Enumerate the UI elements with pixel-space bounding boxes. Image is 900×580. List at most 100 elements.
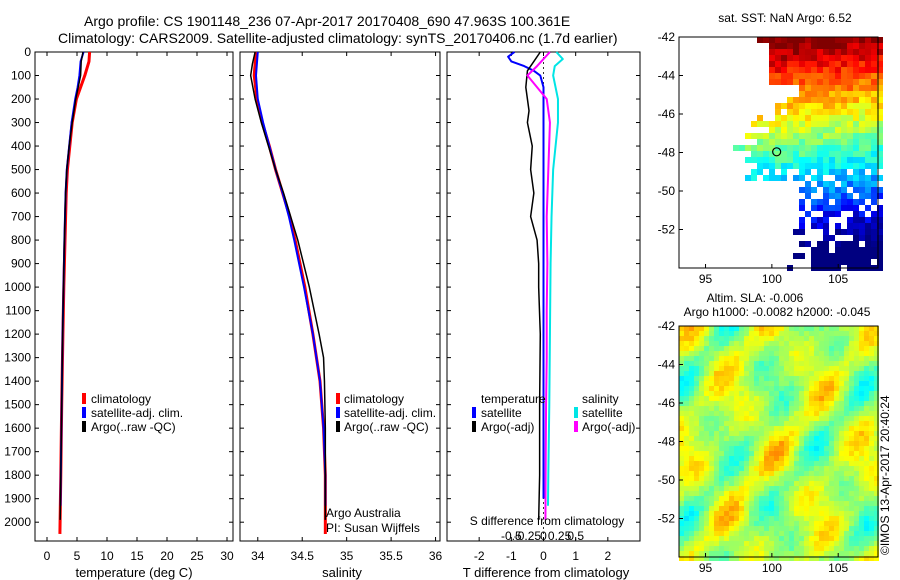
temp-legend-label-satellite: satellite-adj. clim.	[91, 406, 183, 420]
difference-profile-series-t-argo-adj-	[525, 51, 542, 520]
sst-map-ytick-label: -42	[658, 30, 676, 44]
difference-profile-stick-label: 0.25	[548, 529, 572, 543]
difference-profile-xtick-label: 1	[572, 549, 579, 563]
diff-legend-temperature-title: temperature	[481, 392, 546, 406]
diff-legend-label-s-argo: Argo(-adj)	[582, 420, 635, 434]
temperature-profile-ytick-label: 900	[11, 257, 31, 271]
temperature-profile-ytick-label: 1100	[5, 304, 31, 318]
sla-map-ytick-label: -52	[658, 512, 676, 526]
sst-map-xtick-label: 100	[762, 272, 782, 286]
sal-legend: climatology satellite-adj. clim. Argo(..…	[336, 392, 436, 434]
diff-legend: temperature salinity satellite Argo(-adj…	[472, 392, 635, 434]
temperature-profile-xtick-label: 5	[74, 549, 81, 563]
sst-map-xtick-label: 95	[699, 272, 713, 286]
difference-profile-stick-label: 0	[540, 529, 547, 543]
title-line-2: Climatology: CARS2009. Satellite-adjuste…	[58, 30, 618, 46]
temp-legend-swatch-climatology	[82, 393, 86, 404]
sal-annotation-1: Argo Australia	[326, 506, 401, 520]
temperature-profile-frame	[34, 51, 234, 542]
sst-map-ytick-label: -44	[658, 69, 676, 83]
temperature-profile-ytick-label: 700	[11, 210, 31, 224]
temperature-profile-xtick-label: 30	[220, 549, 234, 563]
sla-map-title-1: Altim. SLA: -0.006	[707, 291, 804, 305]
temperature-profile-ytick-label: 1000	[4, 280, 31, 294]
diff-legend-label-t-satellite: satellite	[481, 406, 522, 420]
temperature-profile-ytick-label: 1300	[4, 351, 31, 365]
difference-profile-xtick-label: -2	[474, 549, 485, 563]
temp-xlabel: temperature (deg C)	[75, 565, 192, 580]
sla-map-xtick-label: 105	[828, 561, 848, 575]
sst-map-ytick-label: -46	[658, 107, 676, 121]
difference-profile-xtick-label: 0	[540, 549, 547, 563]
temp-legend: climatology satellite-adj. clim. Argo(..…	[82, 392, 183, 434]
difference-profile-stick-label: 0.5	[567, 529, 584, 543]
sal-legend-label-argo: Argo(..raw -QC)	[344, 420, 429, 434]
temperature-profile-xtick-label: 20	[160, 549, 174, 563]
difference-profile-xtick-label: -1	[506, 549, 517, 563]
sla-map-panel: 95 100 105 -42 -44 -46 -48 -50 -52	[658, 319, 879, 575]
temp-legend-label-climatology: climatology	[91, 392, 151, 406]
difference-profile-stick-label: -0.25	[514, 529, 542, 543]
sla-map-title-2: Argo h1000: -0.0082 h2000: -0.045	[684, 305, 871, 319]
temperature-profile-xtick-label: 25	[190, 549, 204, 563]
sal-legend-label-climatology: climatology	[344, 392, 404, 406]
temperature-profile-xtick-label: 15	[130, 549, 144, 563]
temperature-profile-ytick-label: 1600	[4, 421, 31, 435]
temperature-profile-ytick-label: 300	[11, 116, 31, 130]
imos-credit: ©IMOS 13-Apr-2017 20:40:24	[878, 395, 892, 555]
sla-map-field	[679, 326, 879, 561]
salinity-profile-series-argo-raw-qc-	[249, 51, 327, 520]
sla-map-ytick-label: -42	[658, 319, 676, 333]
temperature-profile-xtick-label: 0	[44, 549, 51, 563]
diff-xlabel-top: S difference from climatology	[470, 514, 625, 528]
difference-profile-series-s-satellite	[547, 51, 564, 506]
sla-map-ytick-label: -48	[658, 435, 676, 449]
sst-map-xtick-label: 105	[828, 272, 848, 286]
sst-map-ytick-label: -50	[658, 184, 676, 198]
temperature-profile-ytick-label: 800	[11, 233, 31, 247]
sal-xlabel: salinity	[322, 565, 362, 580]
diff-legend-label-s-satellite: satellite	[582, 406, 623, 420]
temp-legend-swatch-argo	[82, 421, 86, 432]
sal-legend-swatch-satellite	[336, 407, 340, 418]
difference-profile-panel: -2 -1 0 1 2-0.5-0.25 0 0.250.5	[446, 51, 641, 563]
diff-legend-swatch-s-argo	[574, 421, 578, 432]
sal-legend-label-satellite: satellite-adj. clim.	[344, 406, 436, 420]
temperature-profile-ytick-label: 100	[11, 69, 31, 83]
temperature-profile-ytick-label: 500	[11, 163, 31, 177]
temp-legend-swatch-satellite	[82, 407, 86, 418]
salinity-profile-xtick-label: 36	[429, 549, 443, 563]
temperature-profile-series-argo-raw-qc-	[59, 51, 84, 520]
difference-profile-series-s-argo-adj-	[526, 51, 551, 520]
sst-map-panel: 95 100 105 -42 -44 -46 -48 -50 -52	[658, 30, 883, 286]
temperature-profile-ytick-label: 600	[11, 186, 31, 200]
sla-map-ytick-label: -46	[658, 396, 676, 410]
sla-map-ytick-label: -44	[658, 358, 676, 372]
temperature-profile-ytick-label: 1700	[4, 445, 31, 459]
salinity-profile-xtick-label: 35	[340, 549, 354, 563]
sst-map-ytick-label: -52	[658, 223, 676, 237]
diff-xlabel: T difference from climatology	[463, 565, 630, 580]
temperature-profile-panel: 0100200300400500600700800900100011001200…	[4, 45, 234, 563]
temperature-profile-ytick-label: 200	[11, 92, 31, 106]
sla-map-xtick-label: 100	[762, 561, 782, 575]
diff-legend-swatch-t-satellite	[472, 407, 476, 418]
temp-legend-label-argo: Argo(..raw -QC)	[91, 420, 176, 434]
temperature-profile-xtick-label: 10	[100, 549, 114, 563]
title-line-1: Argo profile: CS 1901148_236 07-Apr-2017…	[84, 13, 570, 29]
temperature-profile-ytick-label: 1500	[4, 398, 31, 412]
salinity-profile-xtick-label: 34.5	[291, 549, 315, 563]
sst-map-ytick-label: -48	[658, 146, 676, 160]
sla-map-ytick-label: -50	[658, 473, 676, 487]
sal-legend-swatch-climatology	[336, 393, 340, 404]
sla-map-xtick-label: 95	[699, 561, 713, 575]
temperature-profile-ytick-label: 1200	[4, 327, 31, 341]
diff-legend-salinity-title: salinity	[582, 392, 619, 406]
temperature-profile-ytick-label: 1400	[4, 374, 31, 388]
temperature-profile-ytick-label: 2000	[4, 515, 31, 529]
diff-legend-swatch-s-satellite	[574, 407, 578, 418]
sal-legend-swatch-argo	[336, 421, 340, 432]
salinity-profile-xtick-label: 35.5	[379, 549, 403, 563]
temperature-profile-ytick-label: 0	[24, 45, 31, 59]
difference-profile-series-t-satellite	[507, 51, 545, 499]
